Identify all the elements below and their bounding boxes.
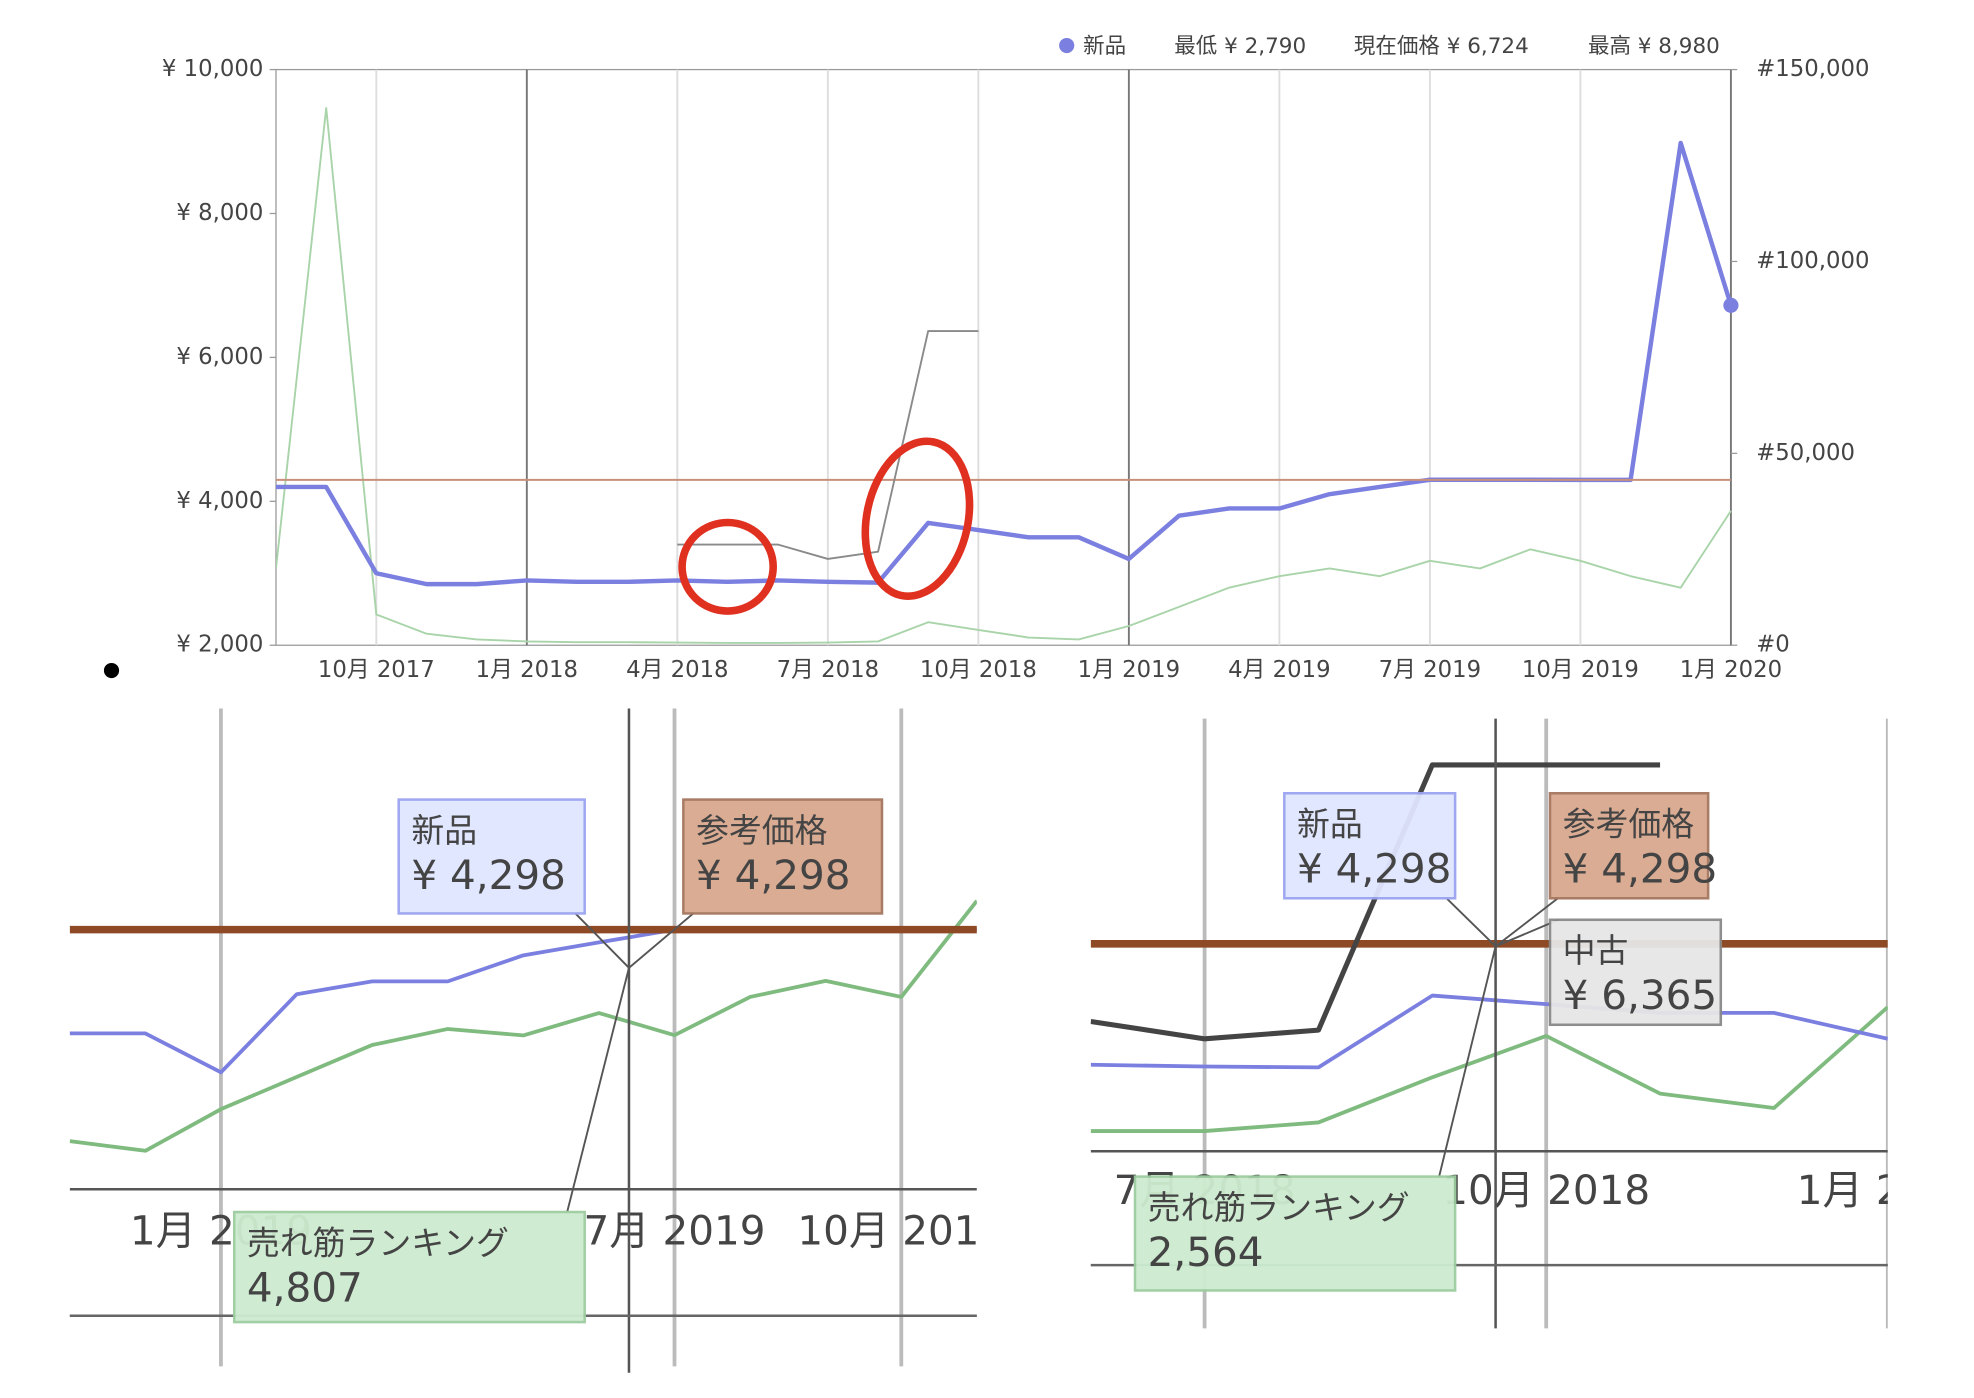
x-tick-label: 4月 2018 (626, 657, 728, 683)
tooltip-box (1283, 791, 1457, 900)
tooltip-connector (574, 912, 630, 969)
tooltip-connector (1438, 946, 1497, 1177)
y-tick-label: ¥ 4,000 (176, 488, 263, 514)
series-line (1090, 1005, 1888, 1133)
tooltip-value: ¥ 4,298 (1563, 845, 1717, 893)
highlight-circle (861, 437, 974, 600)
tooltip-box (1548, 918, 1723, 1027)
tooltip-connector (1495, 897, 1559, 948)
price-stat: 最高 ¥ 8,980 (1588, 34, 1720, 59)
series-line (677, 330, 979, 560)
tooltip-connector (628, 912, 694, 969)
series-line (69, 927, 977, 1075)
x-tick-label: 1月 2020 (1680, 657, 1782, 683)
tooltip-value: ¥ 4,298 (1297, 845, 1451, 893)
tooltip-connector (566, 967, 630, 1213)
tooltip-value: ¥ 4,298 (411, 851, 565, 899)
tooltip-label: 売れ筋ランキング (1148, 1188, 1410, 1227)
tooltip-label: 新品 (1297, 805, 1363, 844)
series-line (275, 140, 1734, 587)
main-chart: 10月 2017 1月 2018 4月 2018 7月 2018 10月 2018 1月 … (275, 69, 1782, 683)
x-tick-label: 1月 2018 (476, 657, 578, 683)
x-tick-label: 10月 2018 (920, 657, 1037, 683)
tooltip-box (232, 1210, 586, 1324)
tooltip-label: 参考価格 (1563, 805, 1695, 844)
x-tick-label: 10月 2018 (1442, 1166, 1650, 1214)
tooltip-value: 4,807 (247, 1263, 363, 1311)
tooltip-value: ¥ 6,365 (1563, 971, 1717, 1019)
x-tick-label: 7月 2019 (1379, 657, 1481, 683)
tooltip-label: 中古 (1563, 931, 1629, 970)
y-tick-label: ¥ 6,000 (176, 344, 263, 370)
tooltip-value: ¥ 4,298 (696, 851, 850, 899)
y2-tick-label: #100,000 (1756, 248, 1869, 274)
tooltip-label: 新品 (411, 811, 477, 850)
y-tick-label: ¥ 10,000 (162, 56, 263, 82)
highlight-circle (678, 518, 777, 615)
plot-frame (275, 68, 1732, 646)
y2-tick-label: #50,000 (1756, 440, 1855, 466)
price-stat: 最低 ¥ 2,790 (1174, 34, 1306, 59)
series-line (1090, 993, 1888, 1070)
tooltip-box (1548, 791, 1710, 900)
x-tick-label: 10月 2019 (797, 1207, 1005, 1255)
tooltip-box (1133, 1175, 1457, 1292)
tooltip-connector (1495, 918, 1559, 948)
x-tick-label: 1月 2019 (1797, 1166, 1974, 1214)
tooltip-box (682, 798, 884, 915)
legend-swatch (1059, 37, 1075, 54)
legend-label: 新品 (1083, 34, 1126, 59)
y-tick-label: ¥ 2,000 (176, 632, 263, 658)
series-line (275, 106, 1732, 644)
tooltip-label: 売れ筋ランキング (247, 1223, 509, 1262)
x-tick-label: 1月 2019 (1078, 657, 1180, 683)
labels: ¥ 2,000 ¥ 4,000 ¥ 6,000 ¥ 8,000 ¥ 10,000 #0 #5… (69, 34, 1888, 1373)
zoom-panel: 1月 2019 7月 2019 10月 2019 (69, 708, 1005, 1367)
y-tick-label: ¥ 8,000 (176, 200, 263, 226)
y2-tick-label: #150,000 (1756, 56, 1869, 82)
series-line (69, 899, 977, 1153)
tooltip-box (397, 798, 586, 915)
tooltip-connector (1445, 897, 1497, 948)
x-tick-label: 10月 2017 (318, 657, 435, 683)
current-point (1723, 297, 1739, 313)
bullet (103, 662, 120, 679)
price-stat: 現在価格 ¥ 6,724 (1354, 34, 1529, 59)
tooltip-value: 2,564 (1148, 1228, 1264, 1276)
x-tick-label: 7月 2018 (777, 657, 879, 683)
x-tick-label: 10月 2019 (1522, 657, 1639, 683)
y2-tick-label: #0 (1756, 632, 1790, 658)
x-tick-label: 4月 2019 (1228, 657, 1330, 683)
tooltip-label: 参考価格 (696, 811, 828, 850)
x-tick-label: 7月 2019 (583, 1207, 765, 1255)
